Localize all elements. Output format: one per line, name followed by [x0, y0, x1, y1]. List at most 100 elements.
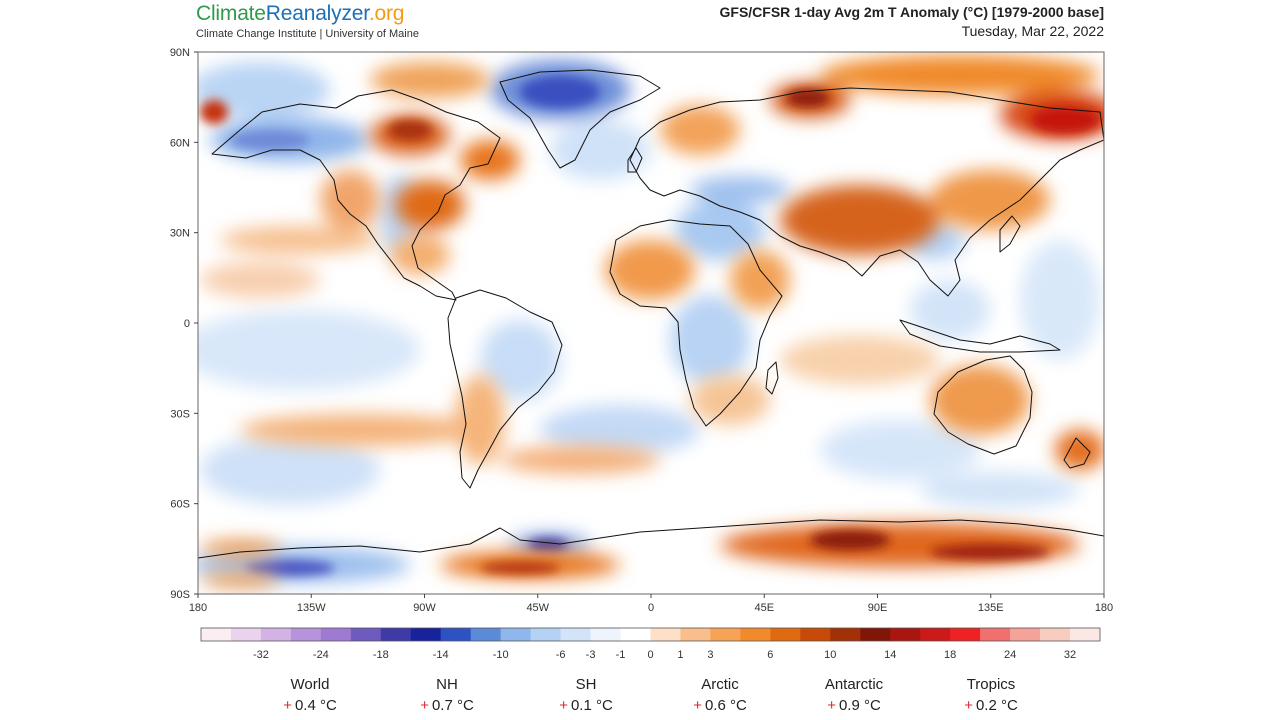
- logo-part-org: .org: [368, 2, 405, 25]
- stat-number: 0.2 °C: [975, 697, 1018, 714]
- lon-label: 45W: [526, 602, 549, 614]
- new-zealand-outline: [1063, 437, 1091, 469]
- stat-value: +0.7 °C: [377, 697, 517, 714]
- stat-sign: +: [827, 697, 836, 714]
- stat-antarctic: Antarctic +0.9 °C: [784, 676, 924, 714]
- stat-sh: SH +0.1 °C: [516, 676, 656, 714]
- greenland-outline: [499, 69, 661, 169]
- colorbar-swatch: [470, 628, 501, 641]
- colorbar-swatch: [500, 628, 531, 641]
- africa-outline: [609, 219, 783, 427]
- colorbar-tick-label: -1: [616, 649, 626, 661]
- south-america-outline: [447, 289, 563, 489]
- lat-label: 60N: [170, 137, 190, 149]
- stat-value: +0.6 °C: [650, 697, 790, 714]
- cold-core-layer: [230, 76, 600, 576]
- stat-tropics: Tropics +0.2 °C: [921, 676, 1061, 714]
- coastlines: [198, 69, 1104, 559]
- lat-label: 90S: [170, 589, 190, 601]
- australia-outline: [933, 355, 1033, 455]
- lon-label: 135W: [297, 602, 326, 614]
- colorbar-tick-label: 18: [944, 649, 956, 661]
- lat-label: 0: [184, 318, 190, 330]
- colorbar-tick-label: 24: [1004, 649, 1016, 661]
- colorbar-tick-label: 0: [647, 649, 653, 661]
- colorbar-border: [200, 627, 1101, 642]
- colorbar-swatch: [290, 628, 322, 641]
- colorbar-swatch: [890, 628, 921, 641]
- colorbar-swatch: [830, 628, 861, 641]
- colorbar-swatch: [650, 628, 681, 641]
- stat-sign: +: [283, 697, 292, 714]
- colorbar-swatch: [230, 628, 262, 641]
- longitude-axis: 180 135W 90W 45W 0 45E 90E 135E 180: [189, 594, 1113, 614]
- cool-anomaly-layer: [198, 60, 1100, 583]
- stat-sign: +: [693, 697, 702, 714]
- colorbar-tick-label: 32: [1064, 649, 1076, 661]
- europe-asia-outline: [629, 87, 1104, 297]
- colorbar-tick-label: -10: [493, 649, 509, 661]
- colorbar-swatch: [950, 628, 981, 641]
- stat-name: NH: [436, 676, 458, 693]
- lon-label: 45E: [754, 602, 774, 614]
- logo-part-reanalyzer: Reanalyzer: [265, 2, 369, 25]
- stat-world: World +0.4 °C: [240, 676, 380, 714]
- colorbar-swatch: [410, 628, 442, 641]
- colorbar-tick-label: -24: [313, 649, 329, 661]
- colorbar-swatch: [920, 628, 951, 641]
- stat-value: +0.2 °C: [921, 697, 1061, 714]
- colorbar-tick-label: 10: [824, 649, 836, 661]
- colorbar-swatch: [201, 628, 232, 641]
- madagascar-outline: [765, 361, 779, 395]
- colorbar-swatch: [1040, 628, 1071, 641]
- colorbar-swatch: [770, 628, 801, 641]
- stat-number: 0.1 °C: [570, 697, 613, 714]
- colorbar-swatch: [350, 628, 382, 641]
- colorbar-tick-label: -14: [433, 649, 449, 661]
- colorbar-tick-label: 1: [677, 649, 683, 661]
- stat-value: +0.4 °C: [240, 697, 380, 714]
- north-america-outline: [211, 89, 501, 301]
- stat-value: +0.1 °C: [516, 697, 656, 714]
- stat-name: SH: [575, 676, 597, 693]
- colorbar-swatch: [710, 628, 741, 641]
- stat-sign: +: [559, 697, 568, 714]
- map-plot-area: [198, 52, 1104, 594]
- stat-name: Arctic: [701, 676, 739, 693]
- map-date: Tuesday, Mar 22, 2022: [961, 23, 1104, 39]
- lon-label: 0: [648, 602, 654, 614]
- uk-outline: [627, 147, 643, 173]
- stat-name: Antarctic: [824, 676, 884, 693]
- lon-label: 90E: [868, 602, 888, 614]
- colorbar-swatch: [560, 628, 591, 641]
- colorbar-tick-label: 14: [884, 649, 896, 661]
- colorbar-swatch: [320, 628, 352, 641]
- lon-label: 180: [189, 602, 207, 614]
- map-title: GFS/CFSR 1-day Avg 2m T Anomaly (°C) [19…: [719, 4, 1105, 20]
- lon-label: 135E: [978, 602, 1004, 614]
- colorbar-swatch: [380, 628, 412, 641]
- colorbar-swatch: [260, 628, 292, 641]
- lat-label: 60S: [170, 499, 190, 511]
- stat-arctic: Arctic +0.6 °C: [650, 676, 790, 714]
- colorbar-tick-label: -6: [556, 649, 566, 661]
- warm-anomaly-layer: [200, 55, 1104, 588]
- colorbar-swatch: [680, 628, 711, 641]
- latitude-axis: 90N 60N 30N 0 30S 60S 90S: [170, 47, 198, 601]
- lon-label: 180: [1095, 602, 1113, 614]
- colorbar-swatch: [530, 628, 561, 641]
- colorbar-tick-label: -32: [253, 649, 269, 661]
- colorbar-swatch: [1010, 628, 1041, 641]
- stat-number: 0.7 °C: [431, 697, 474, 714]
- site-logo[interactable]: ClimateReanalyzer.org: [196, 2, 404, 26]
- japan-outline: [999, 215, 1021, 253]
- regional-stats: World +0.4 °C NH +0.7 °C SH +0.1 °C Arctic +0.6…: [0, 676, 1280, 720]
- colorbar-tick-label: 6: [767, 649, 773, 661]
- colorbar-swatch: [1070, 628, 1101, 641]
- lat-label: 90N: [170, 47, 190, 59]
- colorbar-swatch: [740, 628, 771, 641]
- colorbar-swatch: [980, 628, 1011, 641]
- stat-number: 0.6 °C: [704, 697, 747, 714]
- stat-sign: +: [420, 697, 429, 714]
